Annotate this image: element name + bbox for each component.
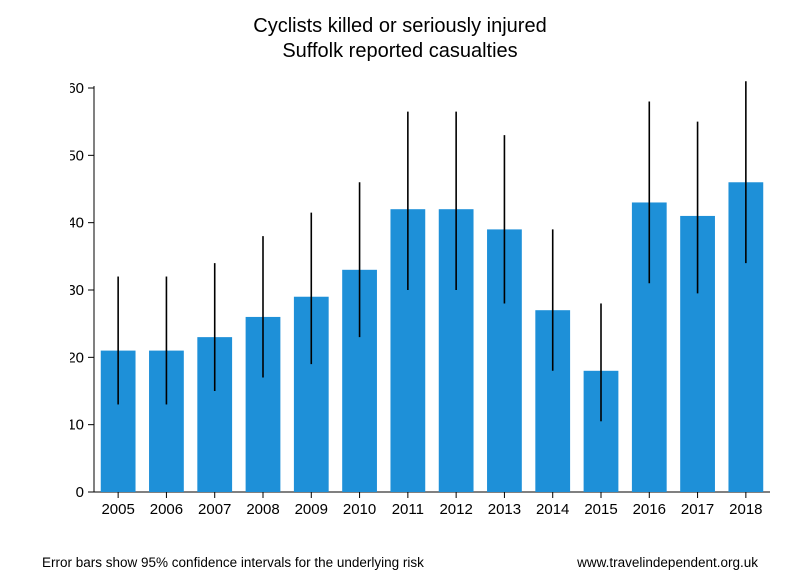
chart-title-line-2: Suffolk reported casualties [0,39,800,64]
footer-note-left: Error bars show 95% confidence intervals… [42,555,424,570]
x-tick-label: 2005 [101,501,134,518]
x-tick-label: 2017 [681,501,714,518]
x-tick-label: 2012 [439,501,472,518]
y-tick-label: 60 [70,80,84,97]
x-tick-label: 2015 [584,501,617,518]
x-tick-label: 2011 [392,501,424,518]
x-tick-label: 2018 [729,501,762,518]
chart-area: 0 10 20 30 40 50 60 2005 2006 2007 2008 2009 2010 201… [70,80,770,520]
chart-title-line-1: Cyclists killed or seriously injured [0,14,800,39]
chart-title: Cyclists killed or seriously injured Suf… [0,0,800,64]
footer: Error bars show 95% confidence intervals… [42,555,758,570]
y-tick-label: 20 [70,349,84,366]
x-tick-label: 2014 [536,501,569,518]
x-tick-label: 2006 [150,501,183,518]
bar-chart: 0 10 20 30 40 50 60 2005 2006 2007 2008 2009 2010 201… [70,80,770,520]
y-tick-label: 30 [70,282,84,299]
x-tick-label: 2008 [246,501,279,518]
x-tick-label: 2007 [198,501,231,518]
x-tick-label: 2013 [488,501,521,518]
y-tick-label: 0 [76,484,84,501]
y-tick-label: 10 [70,417,84,434]
footer-note-right: www.travelindependent.org.uk [577,555,758,570]
x-tick-label: 2010 [343,501,376,518]
x-tick-label: 2009 [295,501,328,518]
y-tick-label: 40 [70,215,84,232]
x-tick-label: 2016 [633,501,666,518]
y-tick-label: 50 [70,147,84,164]
